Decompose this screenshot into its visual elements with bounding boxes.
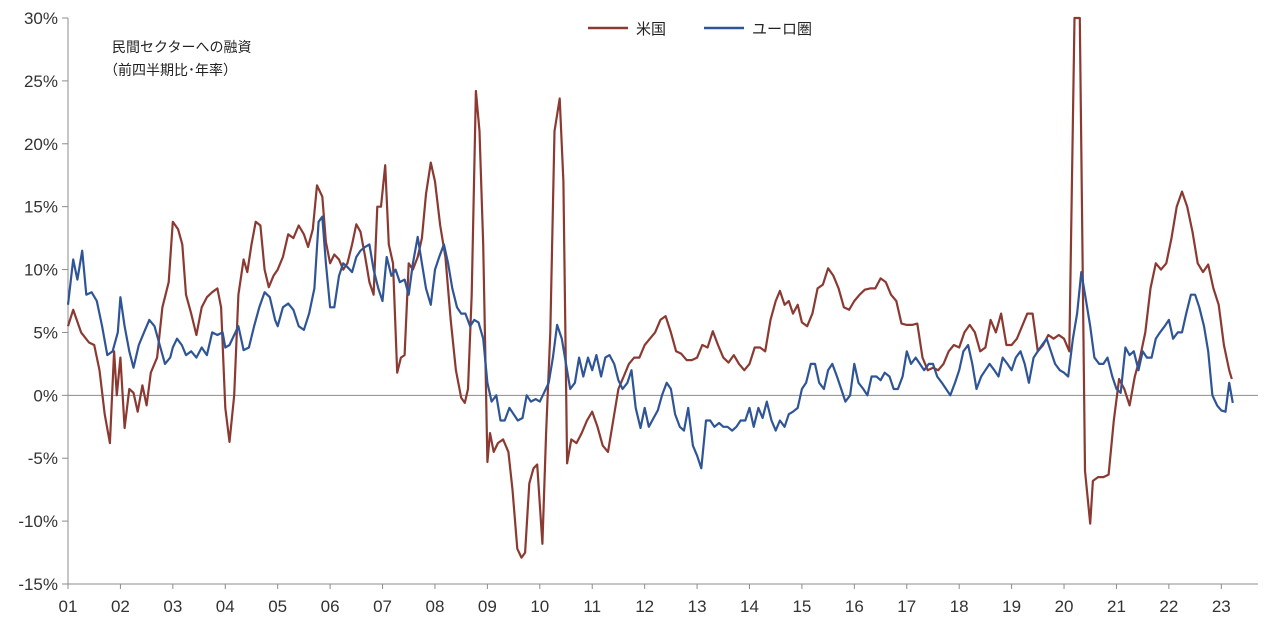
- x-tick-label: 01: [59, 597, 78, 616]
- x-tick-label: 10: [530, 597, 549, 616]
- y-tick-label: 25%: [24, 72, 58, 91]
- x-tick-label: 15: [792, 597, 811, 616]
- y-tick-label: 0%: [33, 386, 58, 405]
- chart-annotation: 民間セクターへの融資 （前四半期比･年率）: [104, 40, 251, 79]
- y-tick-label: 5%: [33, 323, 58, 342]
- x-tick-label: 22: [1159, 597, 1178, 616]
- x-tick-label: 08: [425, 597, 444, 616]
- y-tick-label: -10%: [18, 512, 58, 531]
- series-line-euro: [66, 215, 1234, 470]
- series-line-us: [66, 16, 1233, 559]
- y-tick-label: 10%: [24, 261, 58, 280]
- x-axis-ticks: 01 02 03 04 05 06 07 08 09 10 11 12 13 14 15 16 17 18 19 20…: [59, 584, 1231, 616]
- y-tick-label: 15%: [24, 198, 58, 217]
- y-axis-ticks: -15% -10% -5% 0% 5% 10% 15% 20% 25% 30%: [18, 9, 68, 594]
- x-tick-label: 11: [583, 597, 601, 616]
- x-tick-label: 05: [268, 597, 287, 616]
- x-tick-label: 17: [897, 597, 916, 616]
- x-tick-label: 02: [111, 597, 130, 616]
- annotation-line-2: （前四半期比･年率）: [104, 62, 237, 79]
- y-tick-label: -15%: [18, 575, 58, 594]
- x-tick-label: 14: [740, 597, 759, 616]
- x-tick-label: 18: [950, 597, 969, 616]
- x-tick-label: 09: [478, 597, 497, 616]
- x-tick-label: 21: [1107, 597, 1126, 616]
- x-tick-label: 23: [1212, 597, 1231, 616]
- legend: 米国 ユーロ圏: [588, 20, 812, 38]
- y-tick-label: 20%: [24, 135, 58, 154]
- x-tick-label: 16: [845, 597, 864, 616]
- series-lines: [66, 16, 1234, 559]
- x-tick-label: 07: [373, 597, 392, 616]
- y-tick-label: -5%: [28, 449, 58, 468]
- x-tick-label: 13: [688, 597, 707, 616]
- x-tick-label: 12: [635, 597, 654, 616]
- x-tick-label: 20: [1055, 597, 1074, 616]
- legend-label-us: 米国: [636, 20, 666, 38]
- annotation-line-1: 民間セクターへの融資: [112, 40, 251, 56]
- x-tick-label: 03: [163, 597, 182, 616]
- x-tick-label: 04: [216, 597, 235, 616]
- x-tick-label: 06: [321, 597, 340, 616]
- legend-label-euro: ユーロ圏: [752, 20, 812, 38]
- x-tick-label: 19: [1002, 597, 1021, 616]
- y-tick-label: 30%: [24, 9, 58, 28]
